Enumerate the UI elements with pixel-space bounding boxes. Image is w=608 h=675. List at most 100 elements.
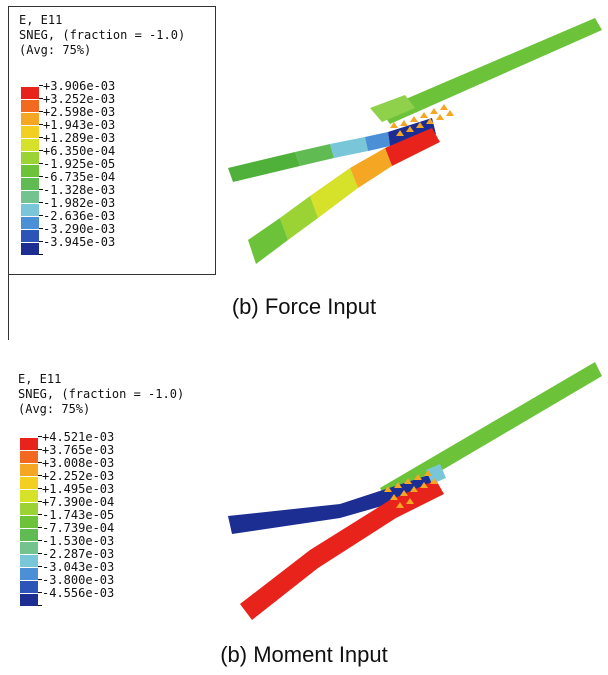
legend-swatch	[20, 568, 38, 580]
legend-tick	[39, 254, 43, 255]
strain-legend: E, E11 SNEG, (fraction = -1.0) (Avg: 75%…	[8, 370, 216, 632]
upper-beam-light	[295, 144, 334, 166]
legend-tick	[38, 540, 42, 541]
force-input-panel: E, E11 SNEG, (fraction = -1.0) (Avg: 75%…	[8, 6, 602, 340]
legend-swatch	[21, 152, 39, 164]
legend-swatch	[21, 87, 39, 99]
legend-tick	[38, 566, 42, 567]
legend-tick	[38, 488, 42, 489]
upper-beam-green	[228, 152, 300, 182]
lower-beam-green	[248, 218, 288, 264]
lower-beam-lightgreen	[280, 196, 318, 240]
legend-swatch	[20, 594, 38, 606]
legend-swatch	[20, 451, 38, 463]
legend-swatch	[21, 191, 39, 203]
legend-value: +1.495e-03	[42, 482, 115, 496]
legend-tick	[38, 501, 42, 502]
legend-tick	[39, 124, 43, 125]
junction-cyan	[426, 464, 446, 484]
legend-value: -2.636e-03	[43, 209, 116, 223]
legend-tick	[38, 436, 42, 437]
moment-input-model	[228, 362, 602, 620]
legend-swatch	[20, 555, 38, 567]
legend-value: +1.289e-03	[43, 131, 116, 145]
legend-value: +2.252e-03	[42, 469, 115, 483]
legend-averaging: (Avg: 75%)	[18, 402, 91, 416]
legend-value: -1.982e-03	[43, 196, 116, 210]
upper-beam-cyan	[330, 137, 368, 158]
legend-value: +3.252e-03	[43, 92, 116, 106]
legend-swatch	[20, 516, 38, 528]
legend-value: -1.530e-03	[42, 534, 115, 548]
legend-swatch	[21, 100, 39, 112]
legend-tick	[38, 592, 42, 593]
legend-tick	[39, 150, 43, 151]
force-input-model	[228, 18, 602, 264]
legend-swatch	[21, 217, 39, 229]
moment-input-caption: (b) Moment Input	[220, 642, 388, 667]
legend-title: E, E11	[19, 13, 63, 27]
legend-averaging: (Avg: 75%)	[19, 43, 92, 57]
legend-swatch	[20, 581, 38, 593]
strain-legend: E, E11 SNEG, (fraction = -1.0) (Avg: 75%…	[8, 6, 216, 275]
legend-tick	[39, 202, 43, 203]
upper-beam-darkblue	[228, 474, 438, 534]
legend-value: -3.290e-03	[43, 222, 116, 236]
legend-title: E, E11	[18, 372, 62, 386]
legend-swatch	[20, 438, 38, 450]
legend-value: -1.743e-05	[42, 508, 115, 522]
legend-swatch	[21, 230, 39, 242]
legend-swatch	[21, 126, 39, 138]
legend-tick	[39, 189, 43, 190]
legend-value: -3.043e-03	[42, 560, 115, 574]
legend-swatch	[20, 542, 38, 554]
divider-line	[8, 275, 9, 340]
legend-value: +3.765e-03	[42, 443, 115, 457]
legend-tick	[39, 98, 43, 99]
lower-beam-yellow	[310, 168, 358, 218]
legend-value: -4.556e-03	[42, 586, 115, 600]
legend-value: +1.943e-03	[43, 118, 116, 132]
beam-right-segment	[380, 18, 602, 124]
legend-value: -3.800e-03	[42, 573, 115, 587]
legend-value: -7.739e-04	[42, 521, 115, 535]
legend-tick	[39, 215, 43, 216]
legend-tick	[39, 228, 43, 229]
legend-value: +2.598e-03	[43, 105, 116, 119]
legend-swatch	[21, 113, 39, 125]
legend-tick	[38, 527, 42, 528]
legend-value: -3.945e-03	[43, 235, 116, 249]
legend-value: +7.390e-04	[42, 495, 115, 509]
legend-tick	[39, 176, 43, 177]
legend-value: -6.735e-04	[43, 170, 116, 184]
legend-tick	[38, 462, 42, 463]
legend-subtitle: SNEG, (fraction = -1.0)	[18, 387, 185, 401]
legend-value: -1.925e-05	[43, 157, 116, 171]
legend-value: +3.008e-03	[42, 456, 115, 470]
lower-beam-orange	[350, 148, 392, 188]
legend-tick	[38, 579, 42, 580]
legend-tick	[39, 241, 43, 242]
legend-value: -2.287e-03	[42, 547, 115, 561]
constraint-markers	[390, 104, 454, 136]
legend-value: +3.906e-03	[43, 79, 116, 93]
legend-swatch	[21, 243, 39, 255]
legend-tick	[39, 163, 43, 164]
legend-subtitle: SNEG, (fraction = -1.0)	[19, 28, 186, 42]
legend-swatch	[21, 204, 39, 216]
legend-value: +4.521e-03	[42, 430, 115, 444]
force-input-caption: (b) Force Input	[231, 294, 377, 319]
upper-beam-blue	[365, 132, 390, 151]
legend-tick	[38, 449, 42, 450]
moment-input-panel: E, E11 SNEG, (fraction = -1.0) (Avg: 75%…	[0, 340, 608, 675]
legend-swatch	[20, 490, 38, 502]
lower-beam-red	[240, 480, 444, 620]
legend-value: -1.328e-03	[43, 183, 116, 197]
legend-tick	[38, 514, 42, 515]
legend-swatch	[20, 503, 38, 515]
legend-tick	[38, 605, 42, 606]
legend-tick	[38, 475, 42, 476]
legend-tick	[39, 85, 43, 86]
legend-swatch	[20, 529, 38, 541]
legend-swatch	[21, 165, 39, 177]
